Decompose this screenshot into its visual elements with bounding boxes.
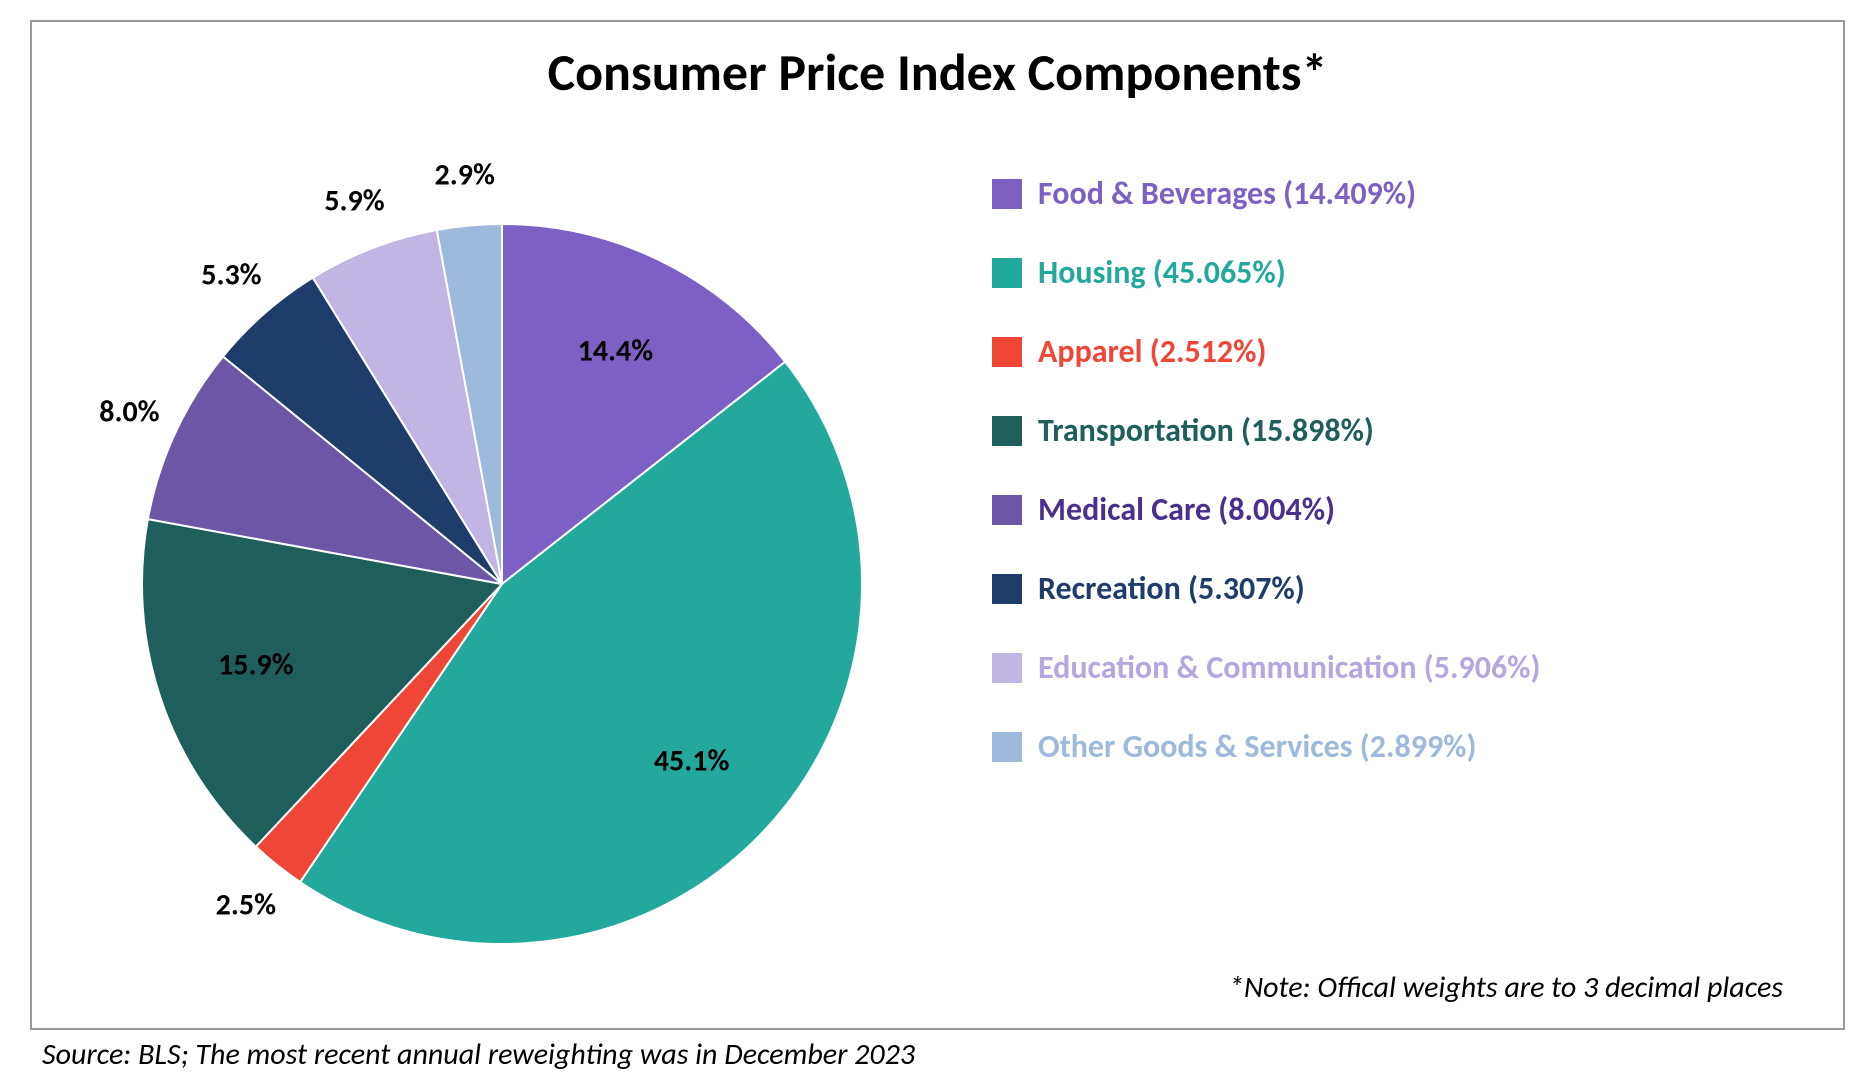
legend-label: Medical Care (8.004%) bbox=[1038, 490, 1335, 529]
slice-label: 15.9% bbox=[218, 647, 294, 684]
legend-item: Housing (45.065%) bbox=[992, 253, 1540, 292]
legend: Food & Beverages (14.409%) Housing (45.06… bbox=[982, 104, 1540, 766]
slice-label: 45.1% bbox=[654, 742, 730, 779]
legend-item: Apparel (2.512%) bbox=[992, 332, 1540, 371]
legend-item: Transportation (15.898%) bbox=[992, 411, 1540, 450]
legend-label: Food & Beverages (14.409%) bbox=[1038, 174, 1416, 213]
legend-item: Other Goods & Services (2.899%) bbox=[992, 727, 1540, 766]
slice-label: 2.9% bbox=[435, 157, 495, 194]
legend-label: Apparel (2.512%) bbox=[1038, 332, 1266, 371]
legend-swatch bbox=[992, 574, 1022, 604]
legend-swatch bbox=[992, 337, 1022, 367]
legend-label: Transportation (15.898%) bbox=[1038, 411, 1374, 450]
legend-item: Food & Beverages (14.409%) bbox=[992, 174, 1540, 213]
legend-swatch bbox=[992, 732, 1022, 762]
legend-label: Other Goods & Services (2.899%) bbox=[1038, 727, 1476, 766]
legend-swatch bbox=[992, 179, 1022, 209]
legend-item: Education & Communication (5.906%) bbox=[992, 648, 1540, 687]
slice-label: 5.9% bbox=[324, 183, 384, 220]
pie-column: 14.4% 45.1% 2.5% 15.9% 8.0% 5.3% 5.9% 2.9% bbox=[32, 104, 982, 984]
legend-swatch bbox=[992, 495, 1022, 525]
slice-label: 2.5% bbox=[216, 886, 276, 923]
legend-item: Medical Care (8.004%) bbox=[992, 490, 1540, 529]
legend-swatch bbox=[992, 653, 1022, 683]
chart-frame: Consumer Price Index Components* 14.4% 45… bbox=[30, 20, 1845, 1030]
slice-label: 14.4% bbox=[578, 332, 654, 369]
legend-swatch bbox=[992, 416, 1022, 446]
chart-container: Consumer Price Index Components* 14.4% 45… bbox=[0, 0, 1875, 1092]
title-row: Consumer Price Index Components* bbox=[32, 22, 1843, 104]
legend-label: Housing (45.065%) bbox=[1038, 253, 1286, 292]
pie-chart bbox=[32, 104, 982, 984]
source-line: Source: BLS; The most recent annual rewe… bbox=[30, 1030, 1845, 1073]
slice-label: 5.3% bbox=[201, 257, 261, 294]
legend-label: Recreation (5.307%) bbox=[1038, 569, 1305, 608]
legend-swatch bbox=[992, 258, 1022, 288]
chart-title: Consumer Price Index Components* bbox=[548, 40, 1328, 104]
slice-label: 8.0% bbox=[99, 393, 159, 430]
legend-label: Education & Communication (5.906%) bbox=[1038, 648, 1540, 687]
chart-body: 14.4% 45.1% 2.5% 15.9% 8.0% 5.3% 5.9% 2.9% Food… bbox=[32, 104, 1843, 984]
legend-item: Recreation (5.307%) bbox=[992, 569, 1540, 608]
footnote: *Note: Offical weights are to 3 decimal … bbox=[1229, 969, 1783, 1006]
